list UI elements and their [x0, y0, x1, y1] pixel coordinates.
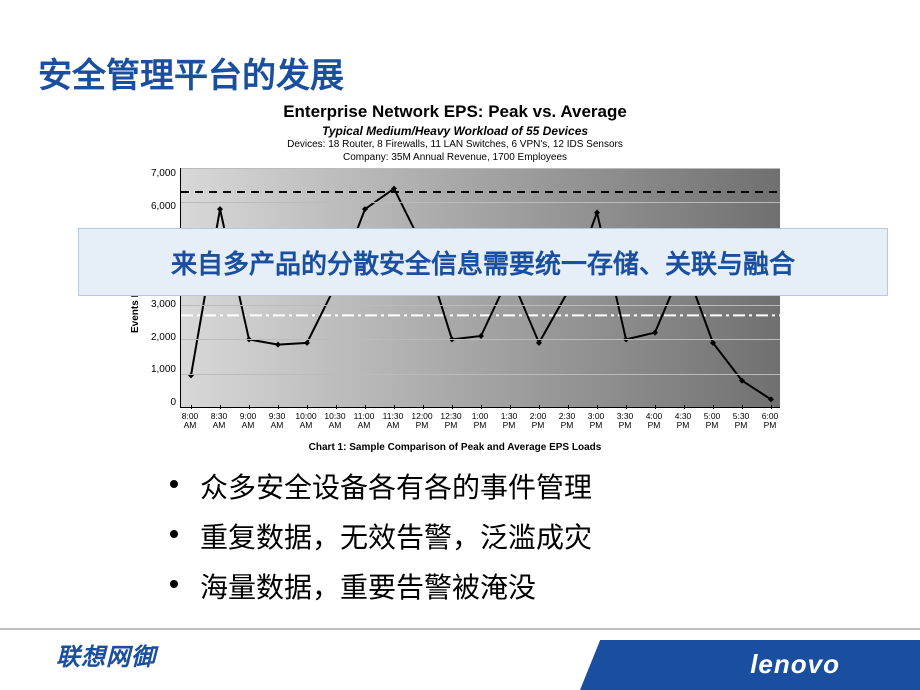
chart-caption: Chart 1: Sample Comparison of Peak and A… [130, 442, 780, 453]
data-marker [275, 342, 281, 348]
grid-line [181, 374, 780, 375]
x-tick-label: 1:00PM [472, 412, 489, 431]
x-tick-label: 5:30PM [733, 412, 750, 431]
data-marker [217, 206, 223, 212]
y-tick-label: 6,000 [146, 201, 176, 212]
bullet-text: 海量数据，重要告警被淹没 [200, 566, 536, 606]
bullet-dot-icon [170, 530, 178, 538]
bullet-text: 重复数据，无效告警，泛滥成灾 [200, 516, 592, 556]
bullet-list: 众多安全设备各有各的事件管理重复数据，无效告警，泛滥成灾海量数据，重要告警被淹没 [170, 466, 592, 616]
data-marker [594, 210, 600, 216]
grid-line [181, 202, 780, 203]
grid-line [181, 305, 780, 306]
callout-text: 来自多产品的分散安全信息需要统一存储、关联与融合 [171, 244, 795, 281]
x-tick-label: 2:30PM [559, 412, 576, 431]
data-marker [478, 333, 484, 339]
bullet-item: 海量数据，重要告警被淹没 [170, 566, 592, 606]
x-tick-label: 4:30PM [675, 412, 692, 431]
y-tick-label: 7,000 [146, 168, 176, 179]
x-tick-label: 3:30PM [617, 412, 634, 431]
bullet-text: 众多安全设备各有各的事件管理 [200, 466, 592, 506]
x-tick-label: 4:00PM [646, 412, 663, 431]
callout-banner: 来自多产品的分散安全信息需要统一存储、关联与融合 [78, 228, 888, 296]
x-tick-label: 8:00AM [182, 412, 199, 431]
x-tick-label: 9:30AM [269, 412, 286, 431]
bullet-item: 重复数据，无效告警，泛滥成灾 [170, 516, 592, 556]
x-tick-label: 1:30PM [501, 412, 518, 431]
x-tick-label: 6:00PM [762, 412, 779, 431]
bullet-dot-icon [170, 580, 178, 588]
x-tick-label: 8:30AM [211, 412, 228, 431]
x-tick-label: 5:00PM [704, 412, 721, 431]
footer-divider [0, 628, 920, 630]
x-labels: 8:00AM 8:30AM 9:00AM 9:30AM 10:00AM 10:30AM 11… [180, 408, 780, 436]
grid-line [181, 168, 780, 169]
x-tick-label: 9:00AM [240, 412, 257, 431]
footer-brand-left: 联想网御 [56, 637, 156, 672]
x-tick-label: 11:30AM [383, 412, 404, 431]
chart-title: Enterprise Network EPS: Peak vs. Average [130, 102, 780, 122]
bullet-dot-icon [170, 480, 178, 488]
footer-brand-right: lenovo [750, 649, 840, 680]
chart-meta-2: Company: 35M Annual Revenue, 1700 Employ… [130, 151, 780, 164]
slide-title: 安全管理平台的发展 [38, 48, 344, 97]
data-marker [652, 330, 658, 336]
y-tick-label: 2,000 [146, 332, 176, 343]
x-tick-label: 12:30PM [440, 412, 461, 431]
grid-line [181, 339, 780, 340]
y-tick-label: 3,000 [146, 299, 176, 310]
x-tick-label: 10:00AM [295, 412, 316, 431]
x-tick-label: 2:00PM [530, 412, 547, 431]
y-tick-label: 1,000 [146, 364, 176, 375]
x-tick-label: 12:00PM [411, 412, 432, 431]
x-tick-label: 10:30AM [324, 412, 345, 431]
x-tick-label: 3:00PM [588, 412, 605, 431]
x-tick-label: 11:00AM [354, 412, 375, 431]
chart-meta-1: Devices: 18 Router, 8 Firewalls, 11 LAN … [130, 138, 780, 151]
chart-subtitle: Typical Medium/Heavy Workload of 55 Devi… [130, 124, 780, 138]
y-tick-label: 0 [146, 397, 176, 408]
bullet-item: 众多安全设备各有各的事件管理 [170, 466, 592, 506]
